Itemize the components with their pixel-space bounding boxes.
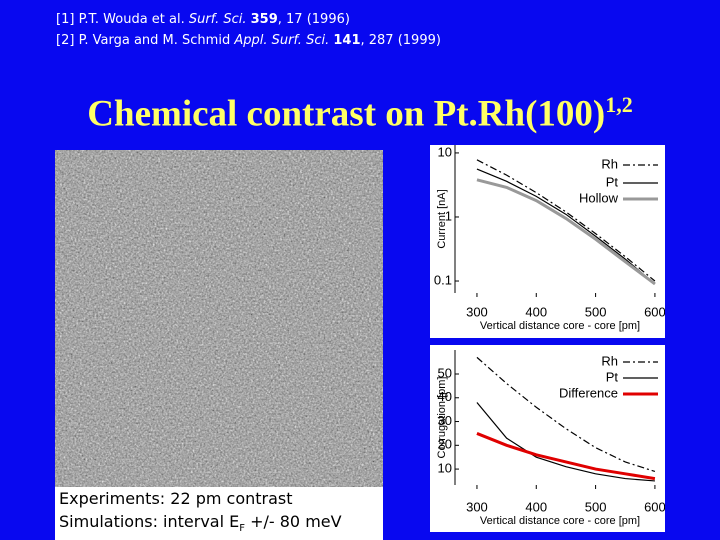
caption-line: Experiments: 22 pm contrast xyxy=(59,489,293,508)
y-tick-label: 0.1 xyxy=(434,272,452,287)
y-tick-label: 1 xyxy=(445,208,452,223)
ref-volume: 141 xyxy=(333,33,361,48)
y-tick-label: 50 xyxy=(438,365,452,380)
legend-label: Rh xyxy=(601,353,618,368)
ref-journal: Surf. Sci. xyxy=(188,12,247,27)
y-tick-label: 30 xyxy=(438,413,452,428)
x-tick-label: 500 xyxy=(585,304,607,319)
series-line xyxy=(476,178,656,286)
y-tick-label: 10 xyxy=(438,461,452,476)
ref-authors: P. Varga and M. Schmid xyxy=(78,33,231,48)
legend-label: Difference xyxy=(559,385,618,400)
ref-authors: P.T. Wouda et al. xyxy=(78,12,185,27)
corrugation-chart: 50 40 30 20 10 300 400 500 600 Vertical distance … xyxy=(430,345,665,532)
ref-rest: , 287 (1999) xyxy=(360,33,441,48)
ref-label: [2] xyxy=(56,33,75,48)
x-tick-label: 600 xyxy=(644,304,665,319)
reference: [2] P. Varga and M. Schmid Appl. Surf. S… xyxy=(56,33,441,48)
caption-text: +/- 80 meV xyxy=(245,512,342,531)
ref-journal: Appl. Surf. Sci. xyxy=(234,33,330,48)
y-axis-label: Current [nA] xyxy=(436,189,448,248)
y-tick-label: 10 xyxy=(438,145,452,159)
x-tick-label: 500 xyxy=(585,499,607,514)
legend-label: Pt xyxy=(606,174,619,189)
x-axis-label: Vertical distance core - core [pm] xyxy=(480,515,640,527)
title-text: Chemical contrast on Pt.Rh(100) xyxy=(87,93,606,135)
y-tick-label: 40 xyxy=(438,389,452,404)
x-tick-label: 300 xyxy=(466,499,488,514)
y-tick-label: 20 xyxy=(438,437,452,452)
caption-text: Simulations: interval E xyxy=(59,512,240,531)
legend-label: Hollow xyxy=(579,190,619,205)
x-tick-label: 300 xyxy=(466,304,488,319)
series-line xyxy=(476,402,655,482)
ref-rest: , 17 (1996) xyxy=(277,12,350,27)
x-tick-label: 400 xyxy=(525,304,547,319)
caption: Experiments: 22 pm contrast Simulations:… xyxy=(55,487,383,540)
series-line xyxy=(476,168,656,285)
slide-title: Chemical contrast on Pt.Rh(100)1,2 xyxy=(0,92,720,135)
reference: [1] P.T. Wouda et al. Surf. Sci. 359, 17… xyxy=(56,12,350,27)
x-tick-label: 600 xyxy=(644,499,665,514)
y-axis-label: Corrugation [pm] xyxy=(436,377,448,459)
series-line xyxy=(476,432,656,481)
ref-volume: 359 xyxy=(250,12,278,27)
stm-image xyxy=(55,150,383,540)
series-line xyxy=(476,356,656,473)
legend-label: Pt xyxy=(606,369,619,384)
current-chart: 10 1 0.1 300 400 500 600 Vertical distance core… xyxy=(430,145,665,338)
x-axis-label: Vertical distance core - core [pm] xyxy=(480,320,640,332)
series-line xyxy=(476,159,656,282)
caption-line: Simulations: interval EF +/- 80 meV xyxy=(59,510,383,540)
ref-label: [1] xyxy=(56,12,75,27)
legend-label: Rh xyxy=(601,156,618,171)
title-superscript: 1,2 xyxy=(605,92,633,117)
caption-sub: F xyxy=(239,523,245,535)
x-tick-label: 400 xyxy=(525,499,547,514)
